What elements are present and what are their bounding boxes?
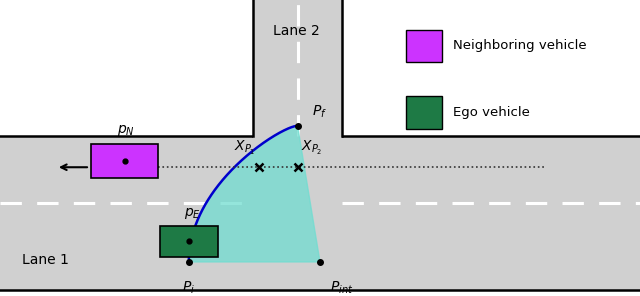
Bar [406,96,442,129]
Text: Neighboring vehicle: Neighboring vehicle [453,39,587,52]
Text: Ego vehicle: Ego vehicle [453,106,530,119]
Text: Lane 2: Lane 2 [273,24,320,38]
Bar [253,0,342,136]
Text: $P_i$: $P_i$ [182,280,195,296]
Text: $P_{int}$: $P_{int}$ [330,280,353,296]
Bar [160,226,218,257]
Bar [92,144,159,178]
Text: Lane 1: Lane 1 [22,253,69,268]
Bar [342,0,640,136]
Text: $p_E$: $p_E$ [184,206,200,221]
Bar [253,133,342,138]
Text: $X_{P_1}$: $X_{P_1}$ [234,139,256,157]
Bar [0,136,640,290]
Text: $p_N$: $p_N$ [117,123,135,138]
Bar [0,0,253,136]
Bar [406,30,442,62]
Polygon shape [189,126,320,262]
Text: $P_f$: $P_f$ [312,104,326,120]
Text: $X_{P_2}$: $X_{P_2}$ [301,139,323,157]
